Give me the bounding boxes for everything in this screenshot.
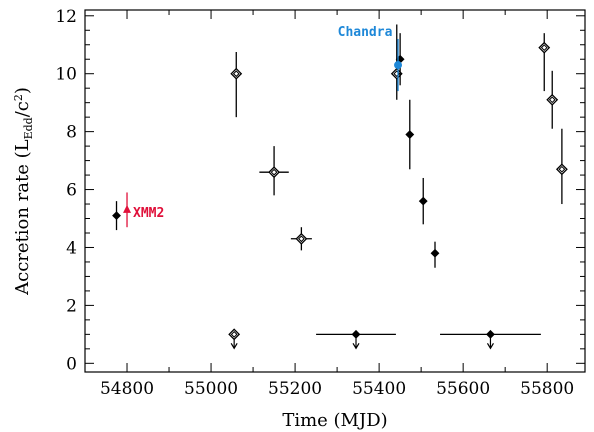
data-point — [112, 201, 121, 231]
x-axis-title: Time (MJD) — [282, 410, 387, 431]
upper-limit-arrowhead — [352, 343, 360, 350]
data-point — [546, 70, 559, 129]
y-axis-title-subscript: Edd — [22, 117, 35, 139]
data-point — [230, 51, 243, 118]
y-tick-label: 6 — [66, 181, 77, 201]
series-label: Chandra — [338, 25, 393, 40]
data-point — [430, 241, 440, 268]
series-point — [123, 192, 132, 228]
y-tick-label: 10 — [55, 65, 77, 85]
data-point — [538, 33, 551, 92]
filled-diamond-marker — [418, 196, 428, 206]
x-tick-label: 55000 — [184, 379, 238, 399]
diamond-inner-outline — [270, 168, 278, 176]
triangle-marker — [123, 204, 132, 213]
upper-limit-arrowhead — [230, 343, 238, 350]
y-tick-label: 4 — [66, 238, 77, 258]
filled-diamond-marker — [112, 211, 121, 221]
axis-ticks: 54800 55000 55200 55400 55600 55800 0 2 4 6 8 10 12 — [55, 7, 585, 399]
y-axis-title-mid: /c — [12, 101, 33, 117]
series-label: XMM2 — [133, 206, 164, 221]
diamond-inner-outline — [230, 330, 238, 338]
diamond-inner-outline — [540, 44, 548, 52]
y-tick-label: 2 — [66, 296, 77, 316]
x-tick-label: 54800 — [100, 379, 154, 399]
plot-frame — [84, 9, 586, 373]
circle-marker — [394, 61, 403, 70]
data-point — [555, 128, 568, 205]
series-point — [394, 38, 403, 92]
data-point — [418, 177, 428, 225]
diamond-inner-outline — [558, 165, 566, 173]
data-point — [316, 329, 396, 350]
filled-diamond-marker — [351, 329, 361, 339]
data-point — [290, 227, 312, 251]
data-point — [440, 329, 541, 350]
y-axis-title: Accretion rate (LEdd/c2) — [12, 87, 35, 296]
diamond-inner-outline — [548, 96, 556, 104]
annotations: XMM2 Chandra — [133, 25, 393, 221]
x-tick-label: 55800 — [520, 379, 574, 399]
x-tick-label: 55400 — [352, 379, 406, 399]
diamond-inner-outline — [232, 70, 240, 78]
y-axis-title-superscript: 2 — [12, 94, 25, 101]
diamond-inner-outline — [297, 235, 305, 243]
upper-limit-arrowhead — [486, 343, 494, 350]
data-point — [405, 99, 415, 170]
x-tick-label: 55200 — [268, 379, 322, 399]
x-tick-label: 55600 — [436, 379, 490, 399]
data-marks — [112, 24, 568, 350]
y-tick-label: 12 — [55, 7, 77, 27]
y-axis-title-suffix: ) — [12, 87, 33, 94]
y-axis-title-prefix: Accretion rate (L — [12, 139, 33, 296]
filled-diamond-marker — [430, 248, 440, 258]
data-point — [259, 146, 289, 196]
filled-diamond-marker — [405, 130, 415, 139]
y-tick-label: 0 — [66, 354, 77, 374]
data-point — [228, 328, 241, 350]
filled-diamond-marker — [486, 329, 495, 339]
y-tick-label: 8 — [66, 123, 77, 143]
